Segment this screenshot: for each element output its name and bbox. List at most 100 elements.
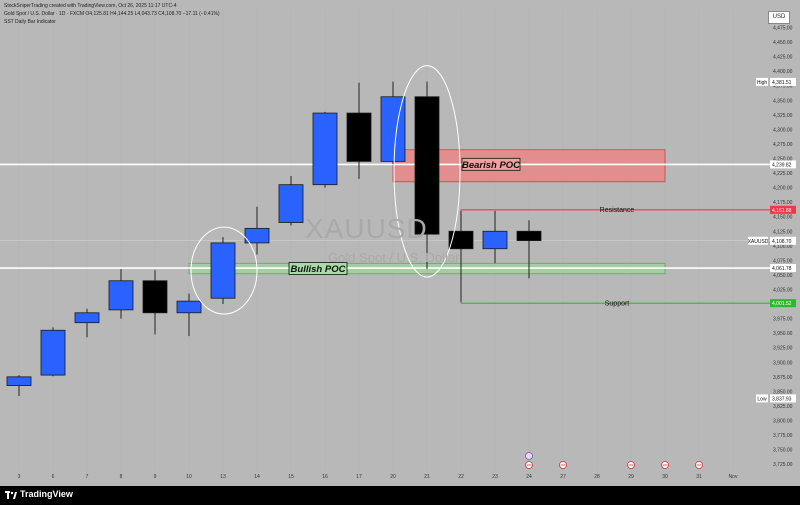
price-tag-box <box>770 264 796 273</box>
price-tick-label: 4,300.00 <box>773 127 793 133</box>
price-tick-label: 4,400.00 <box>773 69 793 75</box>
bearish-highlight-ellipse <box>393 65 461 278</box>
price-tick-label: 3,725.00 <box>773 462 793 468</box>
price-tag-value: 3,837.93 <box>772 396 792 402</box>
price-tick-label: 4,200.00 <box>773 186 793 192</box>
candle-body <box>210 242 236 299</box>
price-tick-label: 4,450.00 <box>773 40 793 46</box>
bullish-highlight-ellipse <box>190 226 258 315</box>
earnings-event-icon <box>525 452 533 460</box>
time-tick-label: 16 <box>322 474 328 480</box>
price-tag-name: High <box>757 80 768 86</box>
price-tick-label: 4,150.00 <box>773 215 793 221</box>
branding-text: TradingView <box>20 489 73 499</box>
tradingview-logo-icon <box>5 491 17 499</box>
time-tick-label: 3 <box>18 474 21 480</box>
currency-button[interactable]: USD <box>768 11 790 24</box>
bullish-poc-label-box <box>288 262 348 275</box>
annotations-layer: Bearish POC Bullish POC <box>190 65 521 315</box>
candle-body <box>74 312 100 324</box>
chart-credit-line: StockSniperTrading created with TradingV… <box>4 3 177 9</box>
price-tick-label: 3,800.00 <box>773 419 793 425</box>
price-tag-value: 4,381.51 <box>772 80 792 86</box>
time-tick-label: 29 <box>628 474 634 480</box>
time-tick-label: 20 <box>390 474 396 480</box>
bearish-poc-label: Bearish POC <box>462 160 520 171</box>
price-tick-label: 3,875.00 <box>773 375 793 381</box>
candle-body <box>312 112 338 186</box>
price-tick-label: 4,075.00 <box>773 258 793 264</box>
price-tag-box <box>770 77 796 86</box>
candle-body <box>346 112 372 162</box>
time-tick-label: 14 <box>254 474 260 480</box>
price-tick-label: 3,975.00 <box>773 317 793 323</box>
time-tick-label: 23 <box>492 474 498 480</box>
time-tick-label: 27 <box>560 474 566 480</box>
price-tick-label: 4,125.00 <box>773 229 793 235</box>
price-tick-label: 4,350.00 <box>773 98 793 104</box>
price-tick-label: 4,375.00 <box>773 84 793 90</box>
resistance-label: Resistance <box>600 207 635 214</box>
price-axis: 3,725.00 3,750.00 3,775.00 3,800.00 3,825.00… <box>748 25 796 468</box>
time-tick-label: 28 <box>594 474 600 480</box>
price-tag-value: 4,001.52 <box>772 301 792 307</box>
candle-body <box>244 227 270 244</box>
price-tick-label: 4,050.00 <box>773 273 793 279</box>
time-tick-label: 6 <box>52 474 55 480</box>
bullish-poc-label: Bullish POC <box>291 264 346 275</box>
price-tick-label: 4,325.00 <box>773 113 793 119</box>
price-tick-label: 3,775.00 <box>773 433 793 439</box>
symbol-ohlc-line: Gold Spot / U.S. Dollar · 1D · FXCM O4,1… <box>4 11 220 17</box>
price-tag-name-box <box>748 236 768 245</box>
candle-body <box>142 280 168 314</box>
time-tick-label: 17 <box>356 474 362 480</box>
price-tick-label: 4,025.00 <box>773 287 793 293</box>
time-tick-label: 9 <box>154 474 157 480</box>
price-tick-label: 4,425.00 <box>773 55 793 61</box>
price-tag-value: 4,108.70 <box>772 239 792 245</box>
price-tag-name-box <box>756 77 768 86</box>
price-tick-label: 4,225.00 <box>773 171 793 177</box>
price-tick-label: 3,750.00 <box>773 448 793 454</box>
time-tick-label: 7 <box>86 474 89 480</box>
time-tick-label: 31 <box>696 474 702 480</box>
time-tick-label: 22 <box>458 474 464 480</box>
candle-body <box>176 300 202 314</box>
price-tick-label: 4,175.00 <box>773 200 793 206</box>
indicator-name[interactable]: SST Daily Bar Indicator <box>4 19 56 25</box>
branding-bar: TradingView <box>0 486 800 505</box>
price-tag-box <box>770 299 796 308</box>
price-tag-name: Low <box>757 396 767 402</box>
price-tick-label: 3,825.00 <box>773 404 793 410</box>
candle-body <box>40 329 66 376</box>
candle-body <box>448 230 474 250</box>
candle-body <box>6 376 32 386</box>
price-tick-label: 3,950.00 <box>773 331 793 337</box>
time-tick-label: 15 <box>288 474 294 480</box>
price-tag-box <box>770 160 796 169</box>
price-tick-label: 4,475.00 <box>773 25 793 31</box>
candle-body <box>516 230 542 241</box>
price-tag-box <box>770 236 796 245</box>
price-tag-name-box <box>756 394 768 403</box>
candle-body <box>414 96 440 235</box>
time-tick-label: 13 <box>220 474 226 480</box>
price-tick-label: 3,850.00 <box>773 389 793 395</box>
price-tick-label: 4,275.00 <box>773 142 793 148</box>
price-tick-label: 4,100.00 <box>773 244 793 250</box>
price-tick-label: 3,900.00 <box>773 360 793 366</box>
time-axis: 3 6 7 8 9 10 13 14 15 16 17 20 21 22 23 24 27 28 29 30 31 Nov <box>18 452 738 480</box>
price-tag-value: 4,061.78 <box>772 266 792 272</box>
price-tick-label: 4,250.00 <box>773 156 793 162</box>
candle-body <box>108 280 134 311</box>
levels-layer: Resistance Support <box>0 163 770 308</box>
time-tick-label: 21 <box>424 474 430 480</box>
price-tag-box <box>770 394 796 403</box>
candle-body <box>482 230 508 250</box>
price-tag-box <box>770 205 796 214</box>
watermark-symbol: XAUUSD <box>305 213 428 244</box>
time-tick-label: 24 <box>526 474 532 480</box>
price-tick-label: 3,925.00 <box>773 346 793 352</box>
